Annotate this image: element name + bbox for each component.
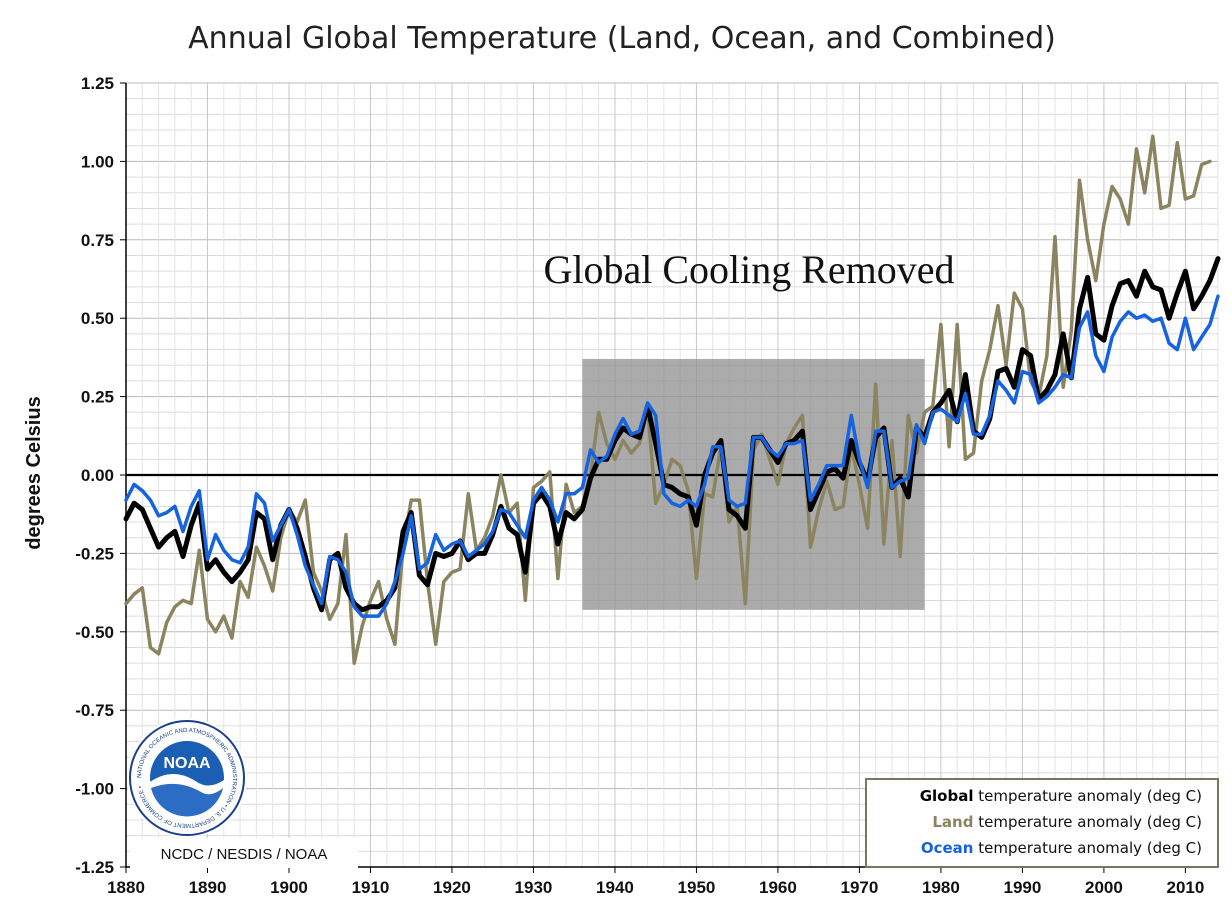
y-tick-label: 1.25 bbox=[81, 74, 114, 93]
y-tick-label: 0.00 bbox=[81, 466, 114, 485]
noaa-logo: NATIONAL OCEANIC AND ATMOSPHERIC ADMINIS… bbox=[127, 718, 247, 838]
legend-suffix: temperature anomaly (deg C) bbox=[973, 813, 1202, 831]
legend-key: Land bbox=[932, 813, 973, 831]
x-tick-label: 1970 bbox=[841, 878, 879, 897]
series-line-ocean bbox=[124, 294, 1220, 618]
series-line-global bbox=[123, 256, 1221, 613]
y-tick-label: -0.75 bbox=[75, 701, 114, 720]
series-line-land bbox=[124, 134, 1212, 665]
y-tick-label: 1.00 bbox=[81, 152, 114, 171]
y-tick-label: -0.50 bbox=[75, 623, 114, 642]
legend-key: Ocean bbox=[921, 839, 974, 857]
x-tick-label: 1890 bbox=[189, 878, 227, 897]
x-tick-label: 1960 bbox=[759, 878, 797, 897]
noaa-logo-text: NOAA bbox=[163, 755, 211, 772]
chart-title: Annual Global Temperature (Land, Ocean, … bbox=[188, 21, 1056, 56]
credit-text: NCDC / NESDIS / NOAA bbox=[161, 846, 328, 863]
series-lines bbox=[123, 134, 1221, 665]
legend: Global temperature anomaly (deg C)Land t… bbox=[865, 778, 1219, 868]
y-tick-label: -0.25 bbox=[75, 544, 114, 563]
y-tick-label: 0.75 bbox=[81, 231, 114, 250]
legend-suffix: temperature anomaly (deg C) bbox=[973, 787, 1202, 805]
credit-block: NCDC / NESDIS / NOAA bbox=[130, 838, 358, 868]
x-tick-label: 1990 bbox=[1004, 878, 1042, 897]
legend-suffix: temperature anomaly (deg C) bbox=[973, 839, 1202, 857]
x-tick-label: 1880 bbox=[107, 878, 145, 897]
x-tick-label: 2010 bbox=[1166, 878, 1204, 897]
y-tick-label: -1.25 bbox=[75, 858, 114, 877]
x-tick-label: 1980 bbox=[922, 878, 960, 897]
y-tick-label: 0.50 bbox=[81, 309, 114, 328]
y-tick-label: 0.25 bbox=[81, 388, 114, 407]
legend-item-ocean: Ocean temperature anomaly (deg C) bbox=[921, 839, 1202, 857]
x-tick-label: 1900 bbox=[270, 878, 308, 897]
x-tick-label: 1910 bbox=[352, 878, 390, 897]
y-axis-label: degrees Celsius bbox=[23, 396, 45, 549]
x-tick-label: 1930 bbox=[515, 878, 553, 897]
legend-key: Global bbox=[920, 787, 974, 805]
x-tick-label: 1940 bbox=[596, 878, 634, 897]
legend-item-land: Land temperature anomaly (deg C) bbox=[932, 813, 1202, 831]
x-tick-label: 1950 bbox=[678, 878, 716, 897]
chart-annotation: Global Cooling Removed bbox=[543, 247, 954, 292]
y-tick-label: -1.00 bbox=[75, 780, 114, 799]
x-tick-label: 1920 bbox=[433, 878, 471, 897]
legend-item-global: Global temperature anomaly (deg C) bbox=[920, 787, 1202, 805]
x-tick-label: 2000 bbox=[1085, 878, 1123, 897]
